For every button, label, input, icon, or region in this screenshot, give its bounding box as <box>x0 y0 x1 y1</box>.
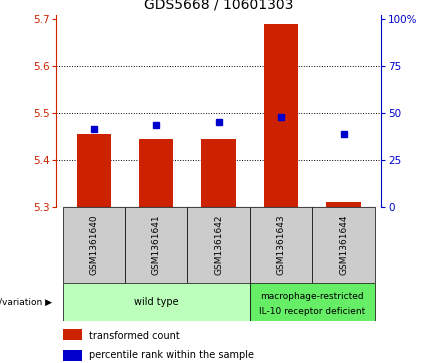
Text: GSM1361643: GSM1361643 <box>277 215 286 276</box>
Bar <box>77 134 111 207</box>
Bar <box>187 207 250 283</box>
Title: GDS5668 / 10601303: GDS5668 / 10601303 <box>144 0 293 12</box>
Bar <box>62 207 125 283</box>
Bar <box>312 207 375 283</box>
Bar <box>264 24 298 207</box>
Bar <box>139 139 173 207</box>
Text: wild type: wild type <box>134 297 178 307</box>
Text: GSM1361644: GSM1361644 <box>339 215 348 275</box>
Bar <box>63 329 82 340</box>
Text: transformed count: transformed count <box>89 331 180 341</box>
Text: percentile rank within the sample: percentile rank within the sample <box>89 351 254 360</box>
Bar <box>125 207 187 283</box>
Text: IL-10 receptor deficient: IL-10 receptor deficient <box>259 307 365 316</box>
Text: GSM1361641: GSM1361641 <box>152 215 161 276</box>
Text: GSM1361640: GSM1361640 <box>89 215 98 276</box>
Bar <box>250 207 312 283</box>
Bar <box>62 283 250 321</box>
Bar <box>250 283 375 321</box>
Bar <box>326 202 361 207</box>
Text: macrophage-restricted: macrophage-restricted <box>261 292 364 301</box>
Text: GSM1361642: GSM1361642 <box>214 215 223 275</box>
Text: genotype/variation ▶: genotype/variation ▶ <box>0 298 52 307</box>
Bar <box>201 139 236 207</box>
Bar <box>63 350 82 361</box>
